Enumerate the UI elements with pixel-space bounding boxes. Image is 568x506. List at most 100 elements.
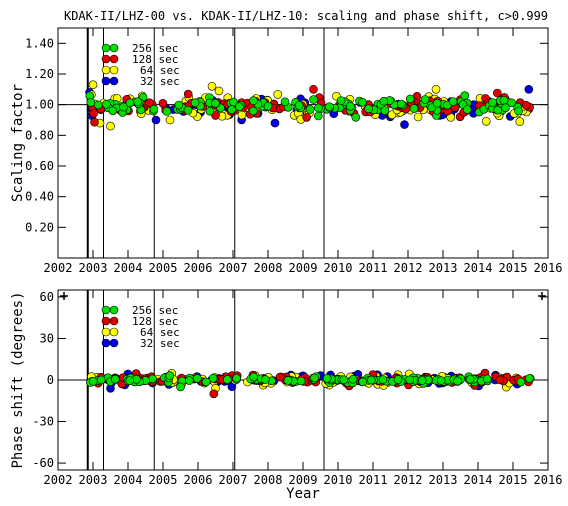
phase-point — [283, 376, 293, 385]
scaling-x-tick-label: 2003 — [79, 261, 108, 275]
phase-point — [310, 373, 319, 383]
scaling-legend-marker — [109, 76, 119, 86]
scaling-y-axis-title: Scaling factor — [10, 84, 26, 202]
scaling-point — [351, 113, 361, 122]
scaling-point — [448, 97, 458, 106]
scaling-point — [380, 106, 390, 115]
scaling-x-tick-label: 2002 — [44, 261, 73, 275]
scaling-x-tick-label: 2009 — [289, 261, 318, 275]
phase-x-tick-label: 2016 — [534, 473, 563, 487]
scaling-point — [515, 117, 525, 126]
scaling-y-tick-label: 0.40 — [25, 190, 54, 204]
scaling-point — [364, 104, 373, 113]
scaling-outlier-point — [270, 118, 280, 128]
phase-point — [495, 375, 505, 385]
scaling-point — [309, 95, 318, 104]
scaling-point — [280, 97, 290, 107]
scaling-legend-label: 256 sec — [132, 42, 178, 55]
scaling-outlier-point — [400, 120, 409, 129]
scaling-outlier-point — [309, 85, 318, 94]
phase-point — [348, 374, 358, 384]
scaling-point — [125, 98, 135, 108]
scaling-point — [249, 96, 258, 105]
phase-point — [165, 371, 175, 380]
figure-title: KDAK-II/LHZ-00 vs. KDAK-II/LHZ-10: scali… — [64, 9, 548, 23]
phase-point — [393, 375, 403, 384]
phase-point — [201, 377, 211, 387]
phase-point — [436, 376, 446, 385]
phase-x-tick-label: 2004 — [114, 473, 143, 487]
phase-point — [453, 376, 462, 386]
phase-outlier-point — [209, 389, 219, 399]
scaling-point — [346, 102, 355, 111]
phase-x-tick-label: 2011 — [359, 473, 388, 487]
scaling-point — [86, 98, 96, 107]
scaling-x-tick-label: 2007 — [219, 261, 248, 275]
scaling-point — [183, 105, 193, 115]
phase-point — [185, 376, 194, 385]
phase-x-tick-label: 2014 — [464, 473, 493, 487]
scaling-x-tick-label: 2004 — [114, 261, 143, 275]
scaling-point — [294, 101, 304, 110]
scaling-legend-marker — [101, 76, 111, 86]
scaling-point — [263, 101, 273, 111]
phase-x-tick-label: 2005 — [149, 473, 178, 487]
phase-point — [260, 375, 270, 384]
scaling-y-tick-label: 0.60 — [25, 159, 54, 173]
scaling-point — [211, 98, 220, 108]
scaling-point — [183, 89, 193, 99]
phase-x-tick-label: 2007 — [219, 473, 248, 487]
scaling-point — [102, 100, 111, 109]
phase-point — [208, 373, 218, 383]
scaling-point — [90, 117, 99, 127]
phase-x-tick-label: 2013 — [429, 473, 458, 487]
scaling-point — [325, 102, 334, 111]
phase-point — [366, 375, 376, 385]
phase-point — [516, 377, 526, 387]
phase-legend-marker — [109, 305, 119, 315]
scaling-x-tick-label: 2008 — [254, 261, 283, 275]
scaling-x-tick-label: 2005 — [149, 261, 178, 275]
phase-x-tick-label: 2010 — [324, 473, 353, 487]
scaling-point — [93, 100, 103, 110]
scaling-point — [396, 99, 406, 109]
scaling-point — [249, 106, 258, 116]
scaling-x-tick-label: 2016 — [534, 261, 563, 275]
scaling-legend-label: 128 sec — [132, 53, 178, 66]
phase-point — [193, 374, 202, 383]
phase-point — [232, 373, 241, 383]
scaling-x-tick-label: 2011 — [359, 261, 388, 275]
phase-point — [223, 375, 232, 384]
scaling-point — [205, 106, 215, 116]
phase-legend-marker — [109, 338, 119, 348]
scaling-point — [521, 101, 531, 110]
phase-point — [358, 377, 368, 387]
scaling-point — [190, 98, 200, 107]
phase-point — [249, 372, 258, 382]
scaling-point — [305, 105, 315, 114]
phase-legend-label: 32 sec — [140, 337, 180, 350]
scaling-y-tick-label: 1.00 — [25, 98, 54, 112]
phase-point — [417, 376, 427, 385]
scaling-point — [108, 106, 118, 116]
scaling-point — [174, 100, 184, 110]
phase-point — [525, 374, 534, 383]
phase-y-tick-label: 0 — [47, 373, 54, 387]
phase-y-tick-label: 30 — [40, 331, 54, 345]
scaling-point — [493, 105, 503, 115]
scaling-point — [492, 88, 502, 98]
scaling-y-tick-label: 1.40 — [25, 36, 54, 50]
scaling-outlier-point — [88, 80, 98, 89]
scaling-point — [237, 110, 247, 120]
scaling-point — [432, 98, 442, 108]
scaling-point — [314, 103, 323, 113]
phase-legend-marker — [109, 327, 119, 337]
scaling-x-tick-label: 2012 — [394, 261, 423, 275]
scaling-x-tick-label: 2014 — [464, 261, 493, 275]
phase-point — [339, 375, 349, 385]
scaling-point — [460, 91, 470, 100]
scaling-point — [413, 112, 423, 122]
phase-legend-marker — [101, 305, 111, 315]
scaling-point — [336, 96, 346, 105]
